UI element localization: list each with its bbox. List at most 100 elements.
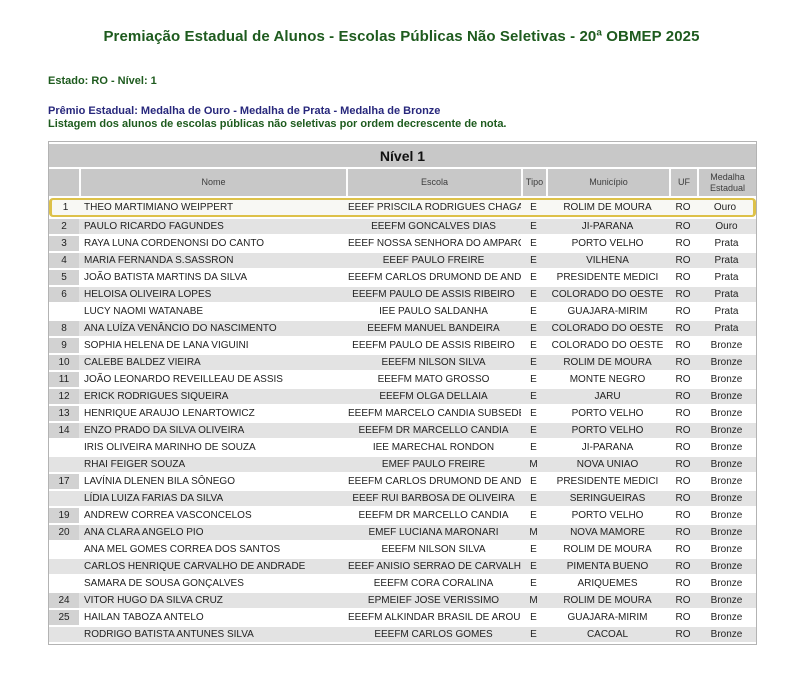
- state-level-line: Estado: RO - Nível: 1: [48, 75, 157, 87]
- medal-cell: Prata: [714, 323, 739, 334]
- school-cell: IEE MARECHAL RONDON: [372, 442, 495, 453]
- medal-cell: Bronze: [710, 561, 743, 572]
- table-row: 5 JOÃO BATISTA MARTINS DA SILVA EEEFM CA…: [49, 270, 756, 285]
- municipality-cell: MONTE NEGRO: [569, 374, 646, 385]
- municipality-cell: GUAJARA-MIRIM: [567, 306, 648, 317]
- medal-cell: Prata: [714, 238, 739, 249]
- uf-cell: RO: [675, 544, 691, 555]
- municipality-cell: PIMENTA BUENO: [566, 561, 649, 572]
- student-name-cell: LÍDIA LUIZA FARIAS DA SILVA: [84, 493, 224, 504]
- municipality-cell: ROLIM DE MOURA: [563, 595, 652, 606]
- medal-cell: Bronze: [710, 629, 743, 640]
- rank-cell: 25: [49, 610, 79, 625]
- municipality-cell: PORTO VELHO: [571, 510, 644, 521]
- type-cell: E: [530, 289, 537, 300]
- medal-cell: Bronze: [710, 544, 743, 555]
- rank-cell: [49, 559, 79, 574]
- student-name-cell: CARLOS HENRIQUE CARVALHO DE ANDRADE: [84, 561, 306, 572]
- medal-cell: Bronze: [710, 595, 743, 606]
- student-name-cell: ENZO PRADO DA SILVA OLIVEIRA: [84, 425, 245, 436]
- prize-line: Prêmio Estadual: Medalha de Ouro - Medal…: [48, 105, 441, 117]
- table-row: 1 THEO MARTIMIANO WEIPPERT EEEF PRISCILA…: [49, 198, 756, 217]
- school-cell: EEEFM GONCALVES DIAS: [371, 221, 496, 232]
- municipality-cell: ROLIM DE MOURA: [563, 544, 652, 555]
- medal-cell: Prata: [714, 306, 739, 317]
- medal-cell: Bronze: [710, 391, 743, 402]
- medal-cell: Ouro: [715, 221, 738, 232]
- student-name-cell: PAULO RICARDO FAGUNDES: [84, 221, 224, 232]
- student-name-cell: VITOR HUGO DA SILVA CRUZ: [84, 595, 223, 606]
- student-name-cell: IRIS OLIVEIRA MARINHO DE SOUZA: [84, 442, 256, 453]
- type-cell: M: [529, 527, 538, 538]
- school-cell: EEEF NOSSA SENHORA DO AMPARO: [348, 238, 521, 249]
- type-cell: E: [530, 425, 537, 436]
- medal-cell: Bronze: [710, 374, 743, 385]
- municipality-cell: COLORADO DO OESTE: [551, 323, 664, 334]
- student-name-cell: LUCY NAOMI WATANABE: [84, 306, 204, 317]
- uf-cell: RO: [675, 272, 691, 283]
- municipality-cell: JARU: [594, 391, 621, 402]
- student-name-cell: RAYA LUNA CORDENONSI DO CANTO: [84, 238, 265, 249]
- school-cell: EEEFM PAULO DE ASSIS RIBEIRO: [352, 340, 515, 351]
- type-cell: E: [530, 221, 537, 232]
- page-title: Premiação Estadual de Alunos - Escolas P…: [103, 28, 700, 45]
- school-cell: EEEFM CARLOS DRUMOND DE ANDRADE: [348, 272, 521, 283]
- school-cell: EEEFM MATO GROSSO: [377, 374, 490, 385]
- table-row: RHAI FEIGER SOUZA EMEF PAULO FREIRE M NO…: [49, 457, 756, 472]
- school-cell: EEEFM CARLOS GOMES: [374, 629, 493, 640]
- uf-cell: RO: [675, 357, 691, 368]
- type-cell: E: [530, 629, 537, 640]
- medal-cell: Prata: [714, 289, 739, 300]
- table-row: 6 HELOISA OLIVEIRA LOPES EEEFM PAULO DE …: [49, 287, 756, 302]
- table-row: 4 MARIA FERNANDA S.SASSRON EEEF PAULO FR…: [49, 253, 756, 268]
- table-row: 19 ANDREW CORREA VASCONCELOS EEEFM DR MA…: [49, 508, 756, 523]
- type-cell: E: [530, 272, 537, 283]
- municipality-cell: NOVA UNIAO: [576, 459, 639, 470]
- medal-cell: Bronze: [710, 493, 743, 504]
- type-cell: E: [530, 391, 537, 402]
- uf-cell: RO: [675, 629, 691, 640]
- uf-cell: RO: [675, 612, 691, 623]
- student-name-cell: ANA MEL GOMES CORREA DOS SANTOS: [84, 544, 281, 555]
- school-cell: EEEFM CARLOS DRUMOND DE ANDRADE: [348, 476, 521, 487]
- school-cell: EEEFM ALKINDAR BRASIL DE AROUCA: [348, 612, 521, 623]
- rank-cell: [49, 491, 79, 506]
- medal-cell: Prata: [714, 255, 739, 266]
- col-header-municipio: Município: [546, 169, 669, 196]
- municipality-cell: NOVA MAMORE: [570, 527, 645, 538]
- uf-cell: RO: [675, 289, 691, 300]
- table-row: 12 ERICK RODRIGUES SIQUEIRA EEEFM OLGA D…: [49, 389, 756, 404]
- uf-cell: RO: [675, 595, 691, 606]
- table-row: ANA MEL GOMES CORREA DOS SANTOS EEEFM NI…: [49, 542, 756, 557]
- type-cell: E: [521, 198, 546, 217]
- col-header-medalha-estadual: Medalha Estadual: [697, 169, 756, 196]
- rank-cell: 6: [49, 287, 79, 302]
- uf-cell: RO: [675, 459, 691, 470]
- table-row: 24 VITOR HUGO DA SILVA CRUZ EPMEIEF JOSE…: [49, 593, 756, 608]
- rank-cell: 12: [49, 389, 79, 404]
- municipality-cell: PRESIDENTE MEDICI: [556, 476, 659, 487]
- municipality-cell: VILHENA: [586, 255, 629, 266]
- student-name-cell: RHAI FEIGER SOUZA: [84, 459, 186, 470]
- type-cell: E: [530, 374, 537, 385]
- student-name-cell: JOÃO BATISTA MARTINS DA SILVA: [84, 272, 248, 283]
- municipality-cell: ROLIM DE MOURA: [546, 198, 669, 217]
- type-cell: E: [530, 493, 537, 504]
- rank-cell: [49, 457, 79, 472]
- type-cell: E: [530, 510, 537, 521]
- table-row: 25 HAILAN TABOZA ANTELO EEEFM ALKINDAR B…: [49, 610, 756, 625]
- school-cell: EMEF PAULO FREIRE: [381, 459, 486, 470]
- type-cell: M: [529, 595, 538, 606]
- type-cell: E: [530, 442, 537, 453]
- school-cell: EEEF PRISCILA RODRIGUES CHAGAS: [346, 198, 521, 217]
- rank-cell: 1: [49, 198, 79, 217]
- table-row: 20 ANA CLARA ANGELO PIO EMEF LUCIANA MAR…: [49, 525, 756, 540]
- type-cell: M: [529, 459, 538, 470]
- municipality-cell: ROLIM DE MOURA: [563, 357, 652, 368]
- type-cell: E: [530, 255, 537, 266]
- school-cell: EPMEIEF JOSE VERISSIMO: [367, 595, 500, 606]
- uf-cell: RO: [675, 221, 691, 232]
- type-cell: E: [530, 561, 537, 572]
- school-cell: EEEFM NILSON SILVA: [381, 357, 486, 368]
- rank-cell: [49, 542, 79, 557]
